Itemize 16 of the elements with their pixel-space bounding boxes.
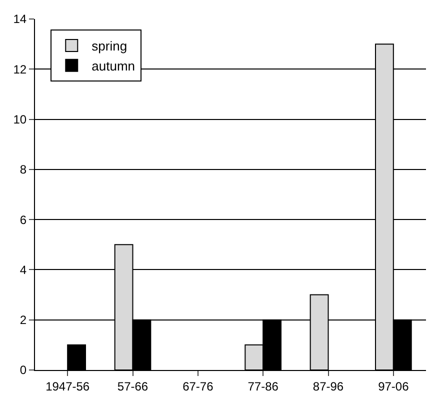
y-tick-label: 0 [20, 363, 27, 378]
y-tick-label: 4 [20, 262, 27, 277]
y-tick-label: 2 [20, 313, 27, 328]
legend-label: autumn [92, 58, 136, 74]
x-tick-label: 1947-56 [46, 379, 90, 394]
x-tick-label: 97-06 [378, 379, 410, 394]
y-tick-label: 14 [13, 12, 27, 26]
legend-label: spring [92, 38, 128, 54]
y-tick-label: 12 [13, 62, 27, 76]
x-tick-label: 57-66 [117, 379, 148, 394]
y-tick-label: 6 [20, 212, 27, 227]
y-tick-label: 8 [20, 162, 27, 177]
x-tick-label: 77-86 [248, 379, 279, 394]
x-tick-label: 87-96 [312, 379, 344, 394]
y-tick-label: 10 [13, 112, 27, 126]
x-tick-label: 67-76 [182, 379, 214, 394]
